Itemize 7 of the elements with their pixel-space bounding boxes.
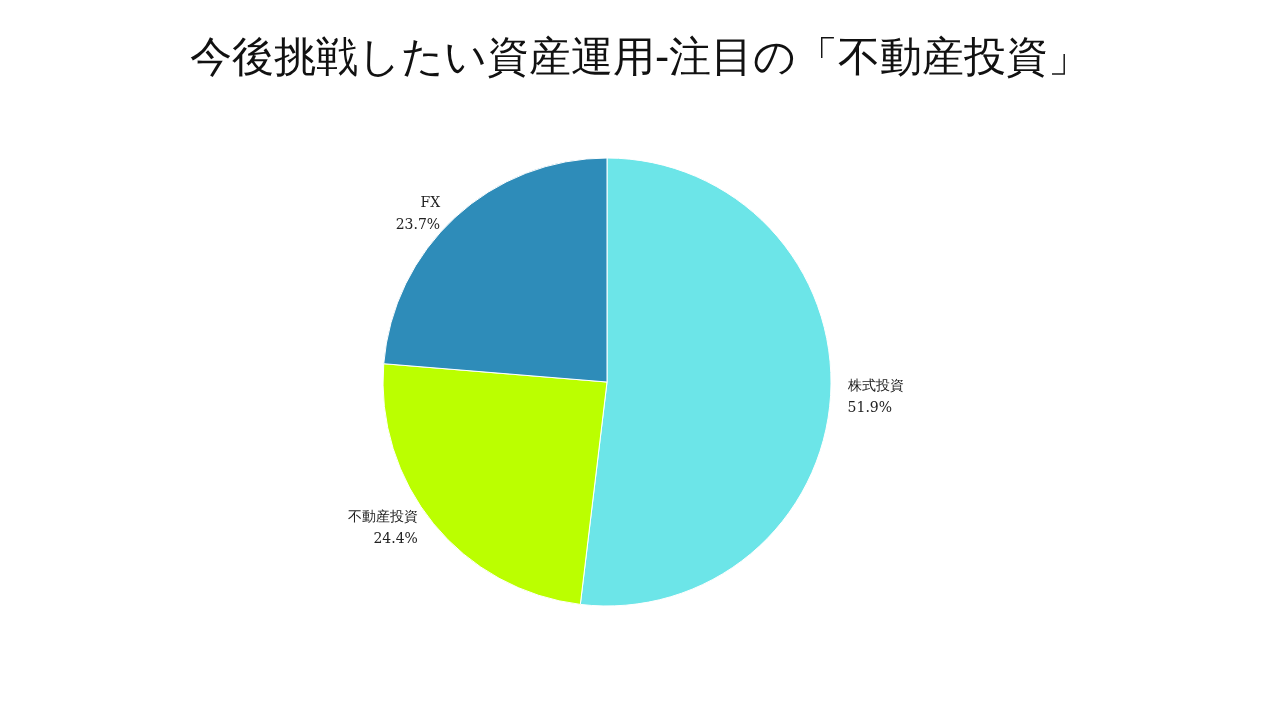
slice-label: FX [420,193,441,210]
chart-title: 今後挑戦したい資産運用-注目の「不動産投資」 [189,31,1091,81]
data-label: 51.9% [847,398,893,415]
data-label: 23.7% [395,215,441,232]
slice-label: 株式投資 [846,376,904,393]
data-label: 24.4% [373,530,418,547]
slice-label: 不動産投資 [347,508,418,525]
